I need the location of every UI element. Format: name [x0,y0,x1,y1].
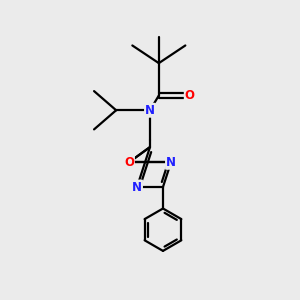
Text: N: N [145,104,155,117]
Text: O: O [124,156,134,169]
Text: O: O [185,89,195,102]
Text: N: N [166,156,176,169]
Text: N: N [132,181,142,194]
